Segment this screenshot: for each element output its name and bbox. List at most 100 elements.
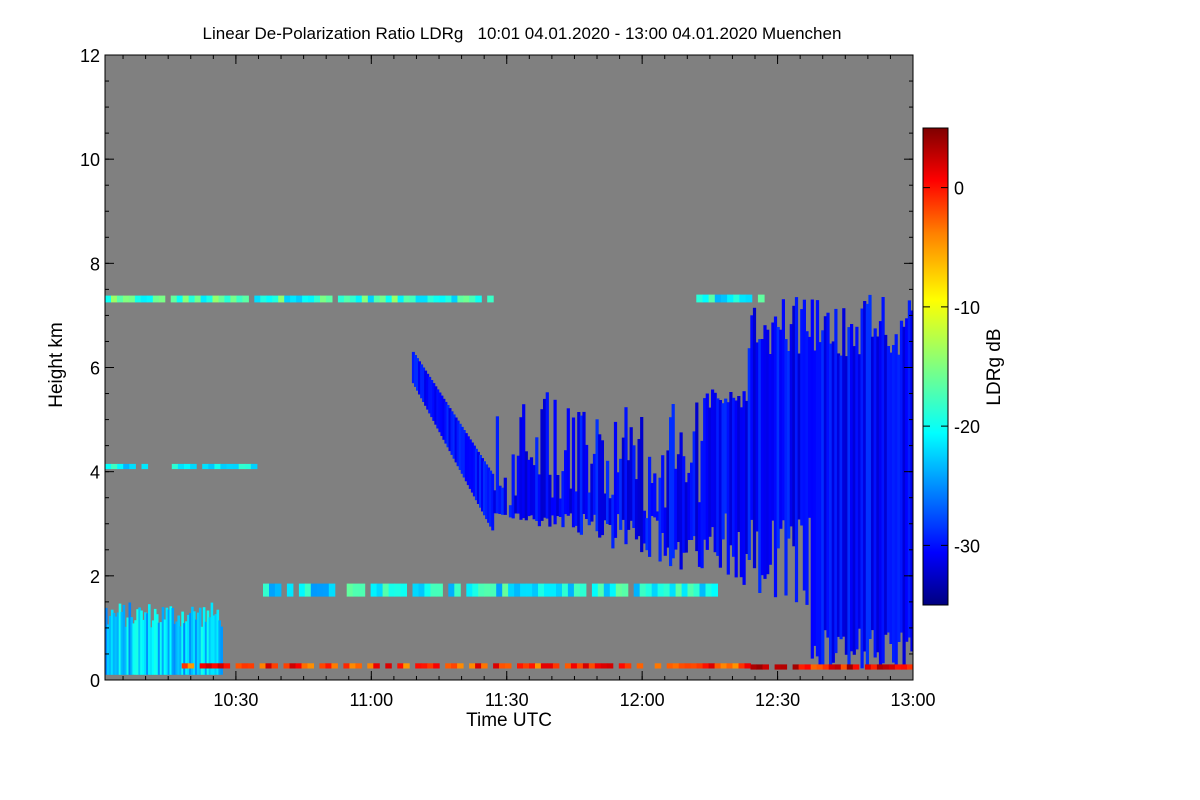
fall-streak-segment xyxy=(487,467,491,523)
layer-segment xyxy=(448,583,455,597)
y-tick-label: 12 xyxy=(80,46,100,66)
layer-segment xyxy=(199,663,207,669)
ice-cloud-column xyxy=(569,488,573,514)
layer-segment xyxy=(278,295,285,303)
fall-streak-segment xyxy=(464,433,468,482)
ice-cloud-column xyxy=(781,299,785,521)
layer-segment xyxy=(433,663,440,669)
aerosol-column xyxy=(218,620,221,675)
ice-cloud-column xyxy=(595,419,599,532)
layer-segment xyxy=(720,294,728,303)
ice-cloud-column xyxy=(863,301,867,652)
aerosol-column xyxy=(151,620,155,675)
aerosol-column xyxy=(163,619,167,675)
ice-cloud-column xyxy=(690,462,694,540)
layer-segment xyxy=(657,583,665,597)
layer-segment xyxy=(307,663,314,669)
layer-segment xyxy=(260,295,267,303)
ice-cloud-column xyxy=(789,324,793,527)
layer-segment xyxy=(385,295,393,303)
y-tick-label: 8 xyxy=(90,254,100,274)
layer-segment xyxy=(190,463,197,470)
y-tick-label: 6 xyxy=(90,359,100,379)
ice-cloud-column xyxy=(873,328,877,658)
ice-cloud-column xyxy=(808,336,812,518)
layer-segment xyxy=(397,295,405,303)
fall-streak-segment xyxy=(452,414,456,459)
layer-segment xyxy=(123,463,130,470)
layer-segment xyxy=(624,663,632,669)
layer-segment xyxy=(355,663,362,669)
ice-cloud-column xyxy=(724,398,728,514)
layer-segment xyxy=(618,663,626,669)
layer-segment xyxy=(259,663,267,669)
ice-cloud-column xyxy=(687,472,691,540)
layer-segment xyxy=(870,664,878,670)
layer-segment xyxy=(669,583,677,597)
ice-cloud-column xyxy=(603,493,607,521)
aerosol-column xyxy=(204,621,208,675)
ice-cloud-column xyxy=(758,339,762,593)
layer-segment xyxy=(394,583,401,597)
ice-cloud-column xyxy=(800,309,804,526)
fall-streak-segment xyxy=(476,451,480,504)
layer-segment xyxy=(573,583,581,597)
ice-cloud-column xyxy=(608,498,612,525)
ice-cloud-column xyxy=(831,341,835,663)
layer-segment xyxy=(105,295,112,303)
ice-cloud-column xyxy=(708,407,712,537)
ice-cloud-column xyxy=(852,346,856,655)
layer-segment xyxy=(298,583,306,597)
layer-segment xyxy=(117,463,124,470)
layer-segment xyxy=(834,664,842,670)
ice-cloud-column xyxy=(566,408,570,516)
colorbar-label: LDRg dB xyxy=(984,328,1005,405)
layer-segment xyxy=(609,583,617,597)
feature-boundary-layer-aerosol xyxy=(105,602,223,675)
aerosol-column xyxy=(107,624,110,675)
ice-cloud-column xyxy=(527,459,531,517)
layer-segment xyxy=(570,663,578,669)
layer-segment xyxy=(702,663,710,669)
layer-segment xyxy=(535,663,542,669)
layer-segment xyxy=(238,463,246,470)
ice-cloud-column xyxy=(674,468,678,550)
layer-segment xyxy=(451,295,458,303)
layer-segment xyxy=(367,663,374,669)
fall-streak-segment xyxy=(428,376,432,414)
aerosol-column xyxy=(161,607,165,675)
layer-segment xyxy=(328,583,336,597)
layer-segment xyxy=(445,663,452,669)
layer-segment xyxy=(816,664,824,670)
ice-cloud-column xyxy=(902,326,906,669)
fall-streak-segment xyxy=(420,364,424,399)
layer-segment xyxy=(325,663,332,669)
layer-segment xyxy=(116,295,124,303)
ice-cloud-column xyxy=(519,417,523,520)
aerosol-column xyxy=(157,622,161,675)
layer-segment xyxy=(529,663,536,669)
fall-streak-segment xyxy=(426,373,430,410)
ice-cloud-column xyxy=(532,465,536,520)
layer-segment xyxy=(319,663,326,669)
layer-segment xyxy=(514,583,521,597)
fall-streak-segment xyxy=(458,423,462,470)
ice-cloud-column xyxy=(836,353,841,637)
layer-segment xyxy=(129,463,136,470)
layer-segment xyxy=(230,295,237,303)
ice-cloud-column xyxy=(632,445,636,528)
layer-segment xyxy=(804,664,812,670)
aerosol-column xyxy=(212,615,216,675)
y-tick-label: 2 xyxy=(90,567,100,587)
layer-segment xyxy=(750,664,757,670)
layer-segment xyxy=(603,583,611,597)
ice-cloud-column xyxy=(805,331,809,605)
layer-segment xyxy=(214,463,221,470)
fall-streak-segment xyxy=(483,461,486,516)
aerosol-column xyxy=(200,626,204,675)
layer-segment xyxy=(134,295,142,303)
fall-streak-segment xyxy=(434,386,438,425)
ice-cloud-column xyxy=(703,398,707,540)
layer-segment xyxy=(711,583,718,597)
layer-segment xyxy=(550,583,557,597)
